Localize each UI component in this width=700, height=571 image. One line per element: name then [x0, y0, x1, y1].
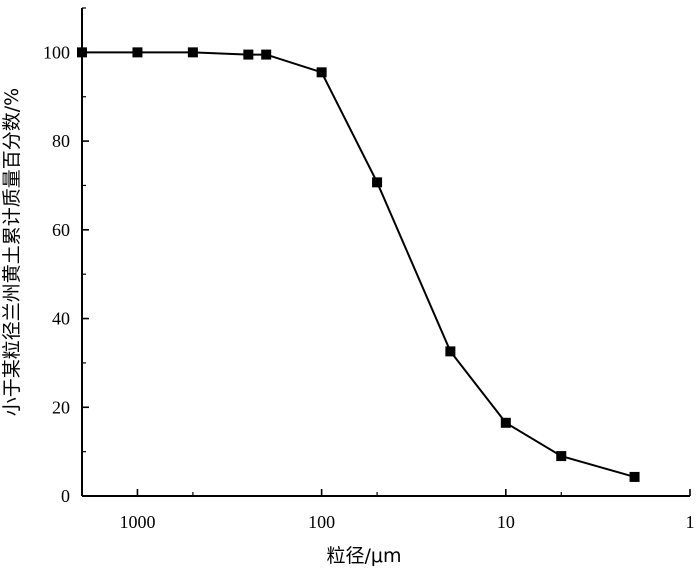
- x-axis-title: 粒径/μm: [327, 545, 402, 567]
- data-point-marker: [187, 47, 198, 58]
- series-line: [82, 51, 635, 478]
- data-point-marker: [132, 47, 143, 58]
- axes: [81, 8, 690, 497]
- x-tick-label: 10: [497, 512, 515, 532]
- x-tick-label: 1000: [119, 512, 155, 532]
- series: [77, 47, 640, 482]
- x-tick-label: 1: [686, 512, 695, 532]
- y-tick-label: 60: [52, 220, 70, 240]
- data-point-marker: [500, 417, 511, 428]
- data-point-marker: [77, 47, 87, 58]
- y-tick-label: 80: [52, 131, 70, 151]
- data-point-marker: [556, 451, 567, 462]
- x-tick-label: 100: [308, 512, 335, 532]
- ticks: 0 20 40 60 80 100 1000 100 10 1: [43, 7, 695, 532]
- data-point-marker: [243, 49, 254, 60]
- data-point-marker: [261, 49, 272, 60]
- data-point-marker: [316, 67, 327, 78]
- data-point-marker: [372, 177, 383, 188]
- y-tick-label: 100: [43, 42, 70, 62]
- y-tick-label: 20: [52, 397, 70, 417]
- y-tick-label: 0: [61, 486, 70, 506]
- y-tick-label: 40: [52, 309, 70, 329]
- y-axis-title: 小于某粒径兰州黄土累计质量百分数/%: [1, 88, 23, 416]
- data-point-marker: [445, 346, 456, 357]
- data-point-marker: [629, 471, 640, 482]
